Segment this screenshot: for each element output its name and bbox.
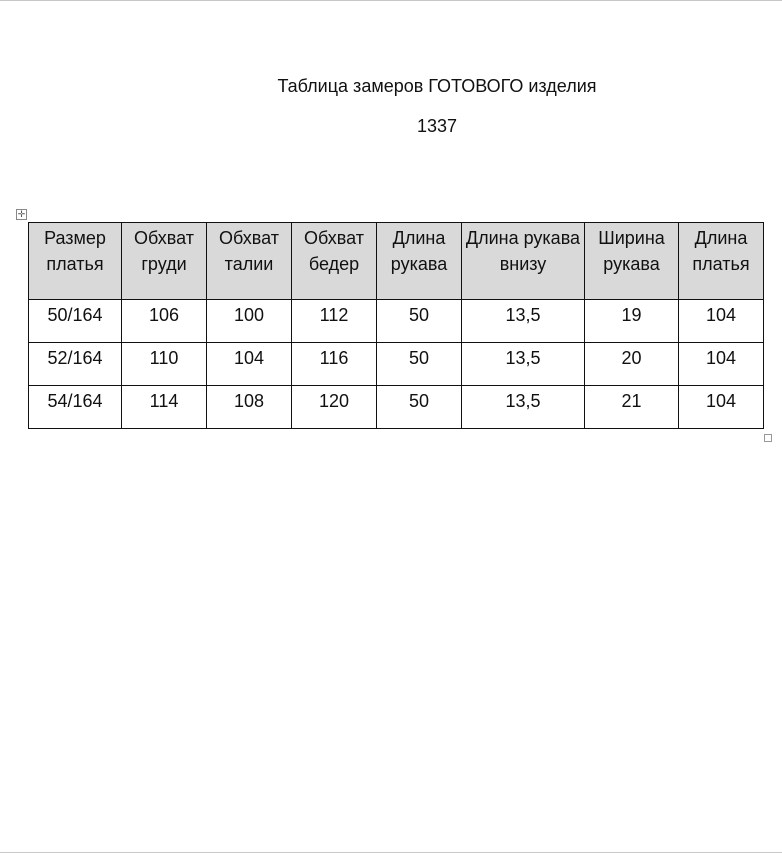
table-cell: 100 — [206, 299, 292, 343]
table-cell: 13,5 — [461, 385, 585, 429]
table-cell: 116 — [291, 342, 377, 386]
table-cell: 114 — [121, 385, 207, 429]
table-cell: 104 — [678, 299, 764, 343]
header-cell: Обхват бедер — [291, 222, 377, 300]
table-cell: 50 — [376, 342, 462, 386]
table-cell: 21 — [584, 385, 679, 429]
table-row: 50/164 106 100 112 50 13,5 19 104 — [28, 299, 764, 343]
table-cell: 50/164 — [28, 299, 122, 343]
header-cell: Размер платья — [28, 222, 122, 300]
table-cell: 104 — [678, 342, 764, 386]
table-cell: 108 — [206, 385, 292, 429]
header-cell: Длина рукава внизу — [461, 222, 585, 300]
header-row: Размер платья Обхват груди Обхват талии … — [28, 222, 764, 300]
header-cell: Обхват груди — [121, 222, 207, 300]
table-cell: 13,5 — [461, 299, 585, 343]
table-cell: 104 — [678, 385, 764, 429]
table-cell: 54/164 — [28, 385, 122, 429]
table-cell: 112 — [291, 299, 377, 343]
table-cell: 120 — [291, 385, 377, 429]
table-cell: 19 — [584, 299, 679, 343]
header-cell: Длина платья — [678, 222, 764, 300]
table-cell: 104 — [206, 342, 292, 386]
header-cell: Обхват талии — [206, 222, 292, 300]
header-cell: Длина рукава — [376, 222, 462, 300]
table-row: 54/164 114 108 120 50 13,5 21 104 — [28, 385, 764, 429]
table-cell: 52/164 — [28, 342, 122, 386]
table-row: 52/164 110 104 116 50 13,5 20 104 — [28, 342, 764, 386]
table-cell: 50 — [376, 385, 462, 429]
table-cell: 106 — [121, 299, 207, 343]
table-resize-handle[interactable] — [764, 434, 772, 442]
measurements-table: Размер платья Обхват груди Обхват талии … — [28, 222, 764, 429]
table-move-handle-icon[interactable]: ✛ — [16, 209, 27, 220]
table-cell: 110 — [121, 342, 207, 386]
table-cell: 50 — [376, 299, 462, 343]
table-cell: 13,5 — [461, 342, 585, 386]
document-title: Таблица замеров ГОТОВОГО изделия — [277, 76, 597, 96]
table-cell: 20 — [584, 342, 679, 386]
page-top-edge — [0, 0, 782, 1]
header-cell: Ширина рукава — [584, 222, 679, 300]
product-code: 1337 — [416, 116, 458, 136]
